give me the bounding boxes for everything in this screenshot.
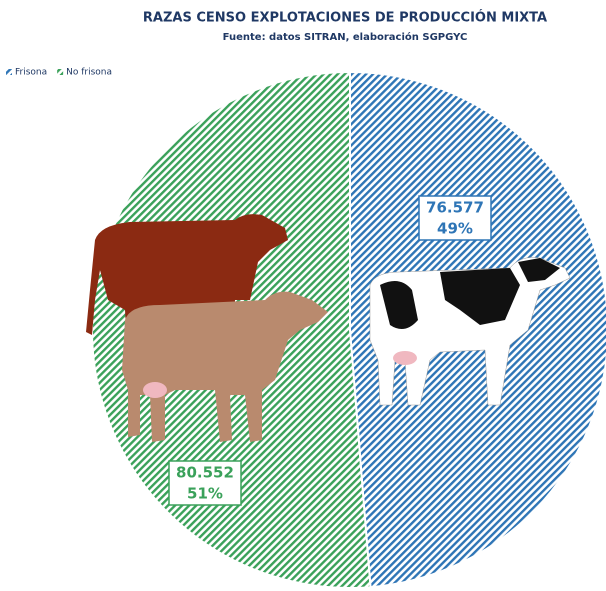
- legend-label: Frisona: [15, 68, 47, 78]
- value-label: 76.577: [426, 199, 484, 217]
- legend: Frisona No frisona: [6, 68, 112, 78]
- chart: RAZAS CENSO EXPLOTACIONES DE PRODUCCIÓN …: [0, 0, 606, 591]
- chart-subtitle: Fuente: datos SITRAN, elaboración SGPGYC: [223, 31, 468, 43]
- chart-title: RAZAS CENSO EXPLOTACIONES DE PRODUCCIÓN …: [143, 10, 547, 26]
- percent-label: 51%: [187, 485, 223, 503]
- legend-swatch: [57, 69, 63, 75]
- legend-label: No frisona: [66, 68, 112, 78]
- value-label: 80.552: [176, 464, 234, 482]
- percent-label: 49%: [437, 220, 473, 238]
- legend-swatch: [6, 69, 12, 75]
